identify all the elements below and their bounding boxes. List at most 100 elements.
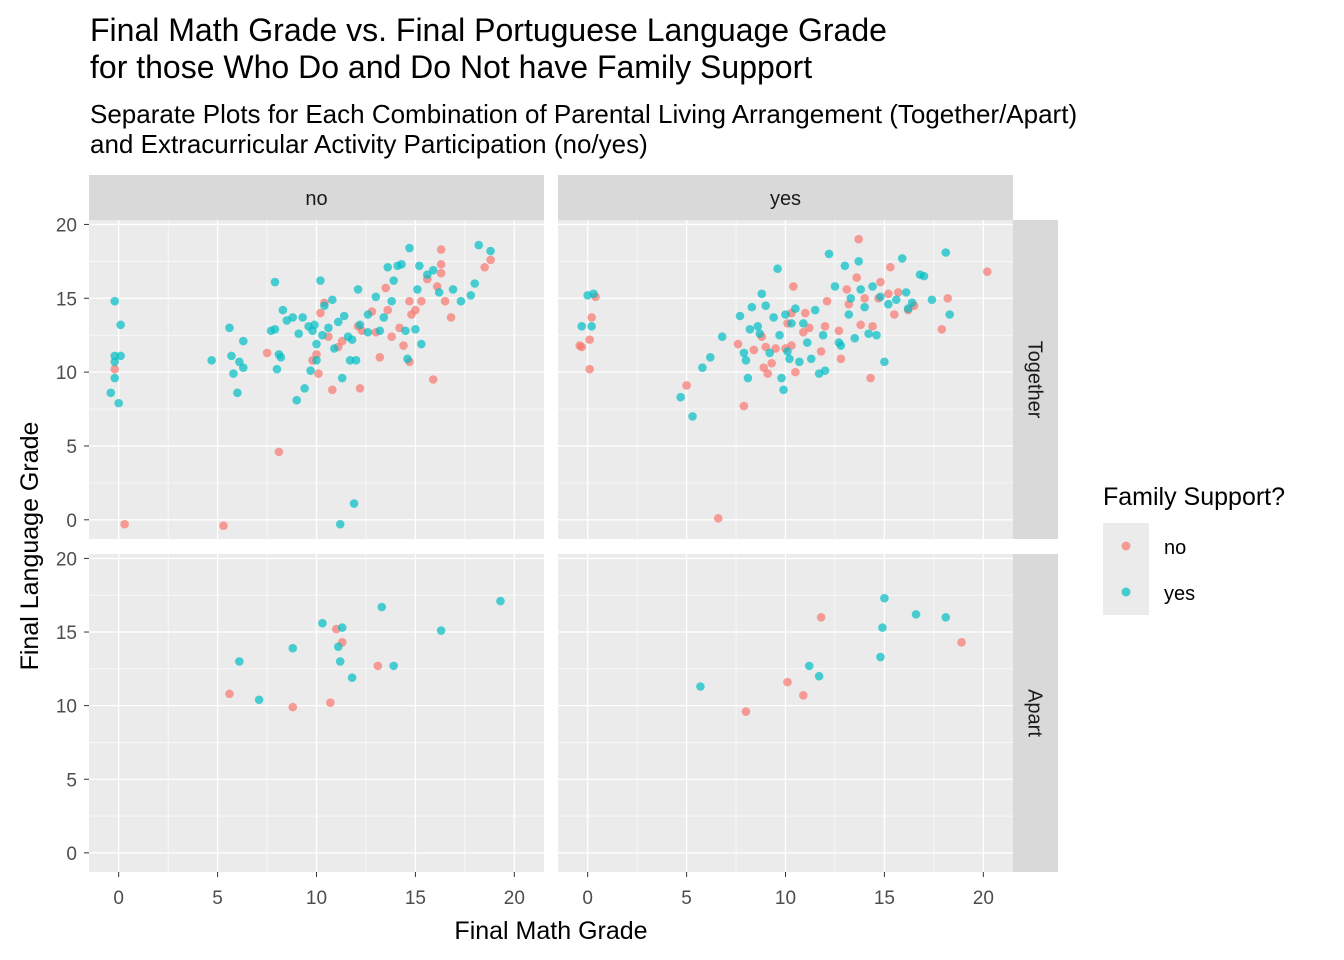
data-point-no: [587, 313, 596, 322]
data-point-no: [816, 613, 826, 622]
data-point-no: [799, 691, 808, 700]
data-point-yes: [276, 353, 286, 362]
column-strip-label-no: no: [305, 188, 327, 210]
data-point-yes: [486, 246, 495, 256]
data-point-yes: [254, 695, 264, 705]
panel-apart-yes: [558, 554, 1013, 872]
data-point-yes: [761, 301, 771, 310]
data-point-yes: [854, 257, 863, 266]
data-point-yes: [587, 322, 596, 331]
data-point-yes: [779, 385, 788, 395]
data-point-yes: [783, 347, 792, 356]
data-point-no: [446, 313, 456, 322]
data-point-yes: [389, 276, 398, 285]
data-point-yes: [897, 254, 907, 263]
data-point-yes: [791, 304, 800, 313]
data-point-no: [577, 342, 587, 352]
data-point-yes: [110, 373, 120, 383]
data-point-yes: [312, 356, 321, 365]
data-point-yes: [810, 305, 820, 315]
data-point-yes: [316, 276, 325, 285]
data-point-yes: [806, 354, 816, 364]
data-point-yes: [389, 661, 398, 671]
data-point-yes: [448, 285, 458, 294]
data-point-yes: [401, 326, 410, 336]
data-point-no: [739, 401, 749, 411]
data-point-no: [585, 364, 594, 374]
data-point-yes: [328, 295, 337, 305]
data-point-no: [890, 310, 899, 319]
data-point-no: [225, 689, 234, 699]
data-point-yes: [110, 296, 120, 306]
data-point-yes: [116, 351, 125, 361]
data-point-yes: [840, 261, 850, 271]
data-point-yes: [335, 657, 345, 666]
data-point-yes: [741, 356, 751, 365]
data-point-no: [381, 283, 391, 293]
data-point-yes: [804, 661, 814, 671]
legend-key-no: [1121, 541, 1131, 551]
data-point-yes: [422, 270, 432, 279]
data-point-yes: [868, 282, 877, 291]
data-point-yes: [830, 282, 840, 291]
x-tick-label: 15: [874, 888, 895, 909]
data-point-no: [312, 350, 321, 359]
data-point-yes: [911, 610, 921, 619]
y-tick-label: 15: [56, 623, 77, 644]
data-point-yes: [818, 330, 828, 340]
data-point-no: [405, 296, 414, 306]
data-point-yes: [411, 324, 420, 334]
data-point-yes: [876, 292, 885, 302]
data-point-no: [893, 288, 903, 297]
data-point-yes: [880, 593, 889, 603]
data-point-no: [375, 353, 385, 362]
data-point-no: [804, 323, 814, 333]
data-point-yes: [802, 338, 812, 347]
data-point-no: [440, 296, 450, 306]
data-point-yes: [116, 320, 125, 330]
data-point-no: [387, 332, 396, 341]
data-point-no: [328, 385, 337, 395]
data-point-yes: [765, 348, 774, 358]
data-point-yes: [860, 302, 869, 312]
data-point-yes: [696, 682, 705, 691]
data-point-yes: [743, 373, 753, 383]
data-point-yes: [379, 313, 389, 322]
data-point-no: [411, 305, 420, 315]
y-axis-title: Final Language Grade: [16, 422, 44, 671]
data-point-yes: [270, 277, 280, 287]
data-point-yes: [901, 288, 911, 297]
data-point-yes: [333, 317, 343, 327]
data-point-yes: [717, 332, 727, 341]
panel-together-yes: [558, 220, 1013, 539]
data-point-no: [937, 324, 947, 334]
data-point-no: [876, 277, 885, 287]
data-point-yes: [415, 261, 424, 271]
data-point-no: [816, 347, 826, 356]
data-point-yes: [907, 298, 917, 308]
data-point-no: [314, 369, 323, 378]
y-tick-label: 10: [56, 363, 77, 384]
data-point-yes: [688, 412, 697, 421]
data-point-no: [274, 447, 284, 457]
legend: Family Support? no yes: [1103, 483, 1285, 615]
data-point-yes: [270, 324, 280, 334]
data-point-yes: [363, 327, 373, 337]
data-point-no: [713, 514, 723, 523]
legend-key-yes: [1121, 587, 1131, 597]
data-point-no: [316, 308, 325, 318]
data-point-yes: [872, 330, 881, 340]
data-point-yes: [229, 369, 238, 378]
legend-label-yes: yes: [1164, 583, 1195, 605]
data-point-yes: [300, 384, 309, 393]
data-point-yes: [310, 320, 319, 330]
data-point-yes: [880, 357, 889, 367]
data-point-no: [868, 322, 877, 331]
data-point-yes: [337, 623, 347, 632]
data-point-no: [373, 661, 383, 671]
data-point-no: [436, 245, 446, 254]
data-point-yes: [927, 295, 937, 305]
data-point-no: [110, 364, 120, 374]
row-strip-together: [1013, 220, 1058, 539]
data-point-yes: [339, 311, 349, 321]
